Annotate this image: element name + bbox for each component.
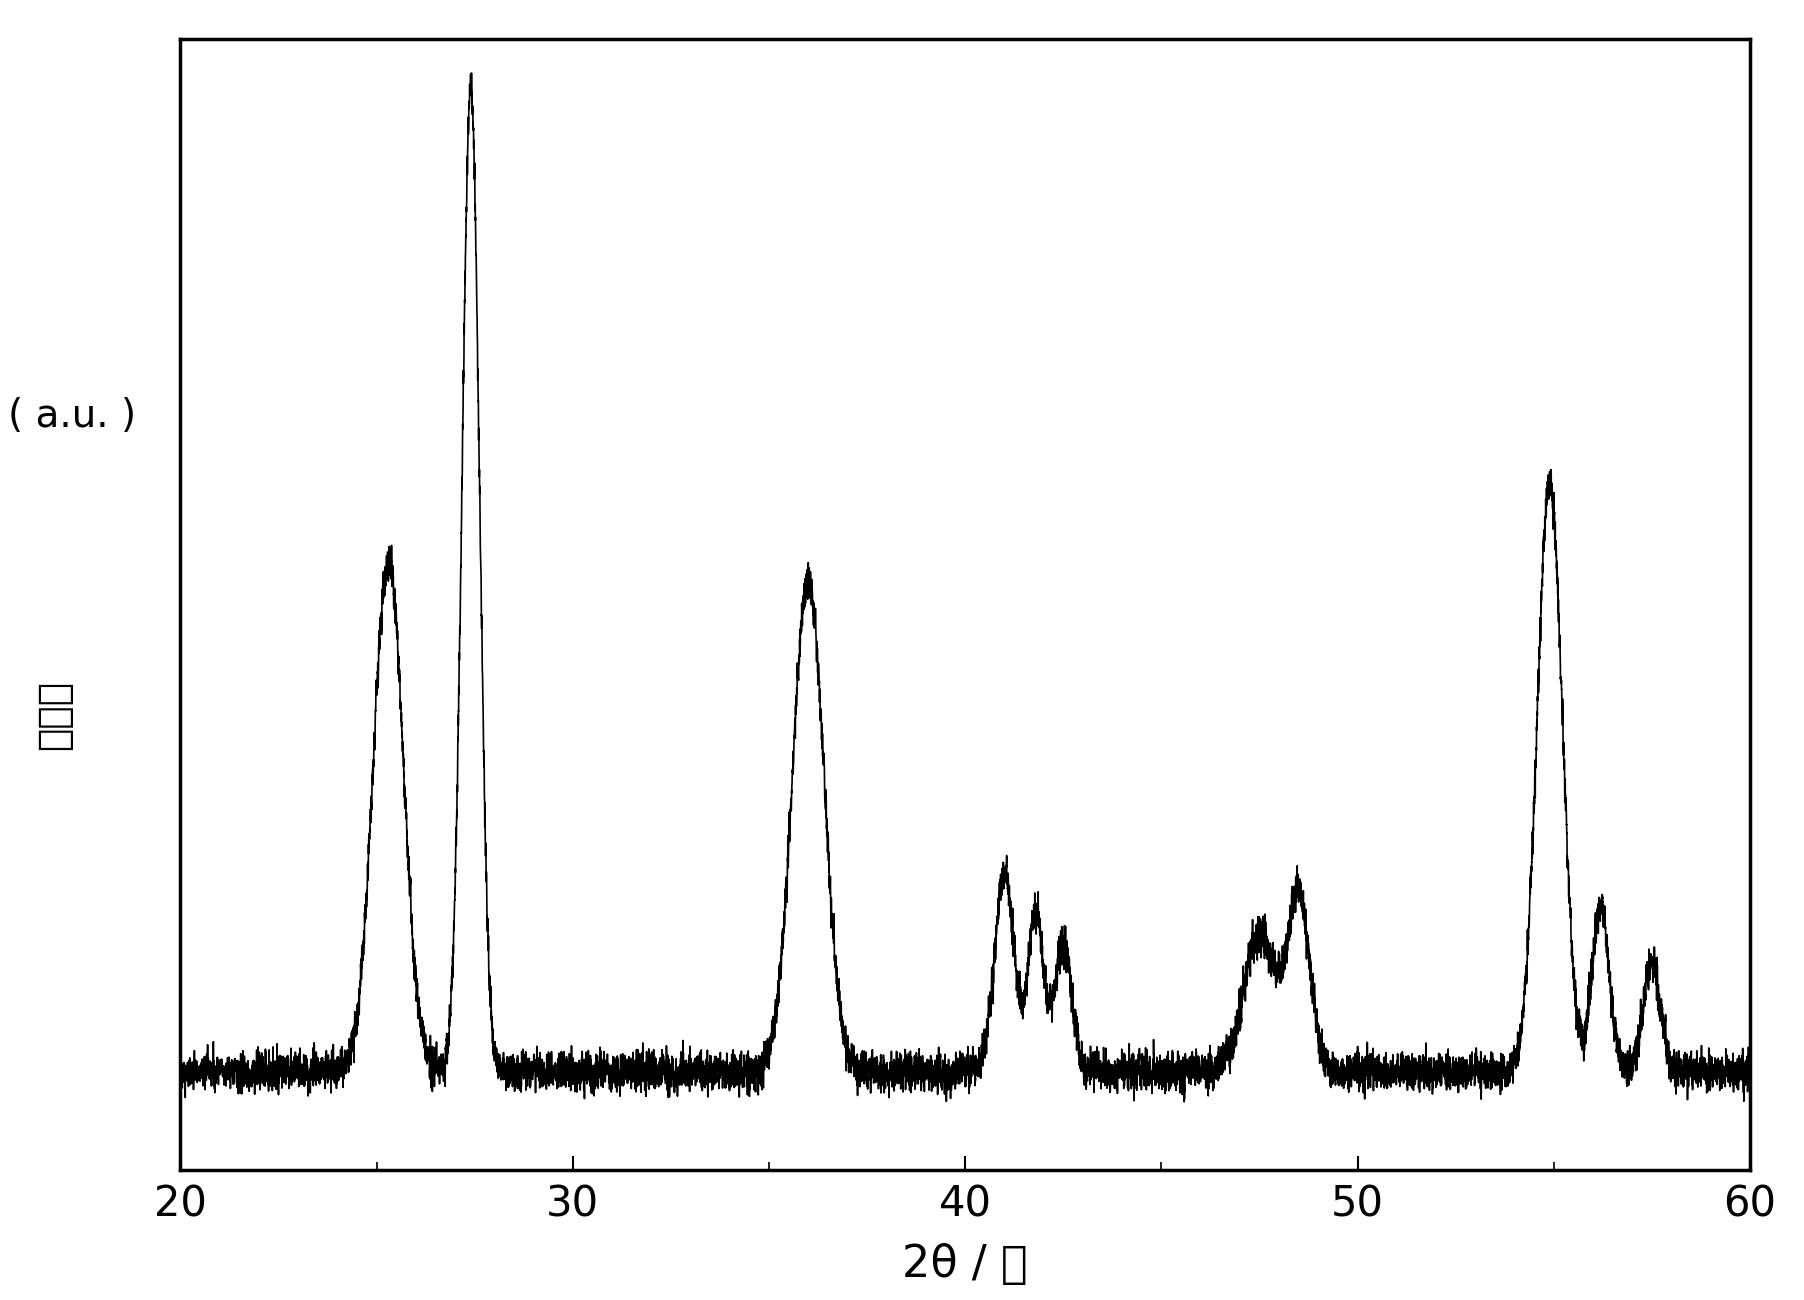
Text: ( a.u. ): ( a.u. ) (7, 396, 137, 436)
X-axis label: 2θ / 度: 2θ / 度 (902, 1243, 1028, 1286)
Text: （强度: （强度 (34, 680, 74, 750)
